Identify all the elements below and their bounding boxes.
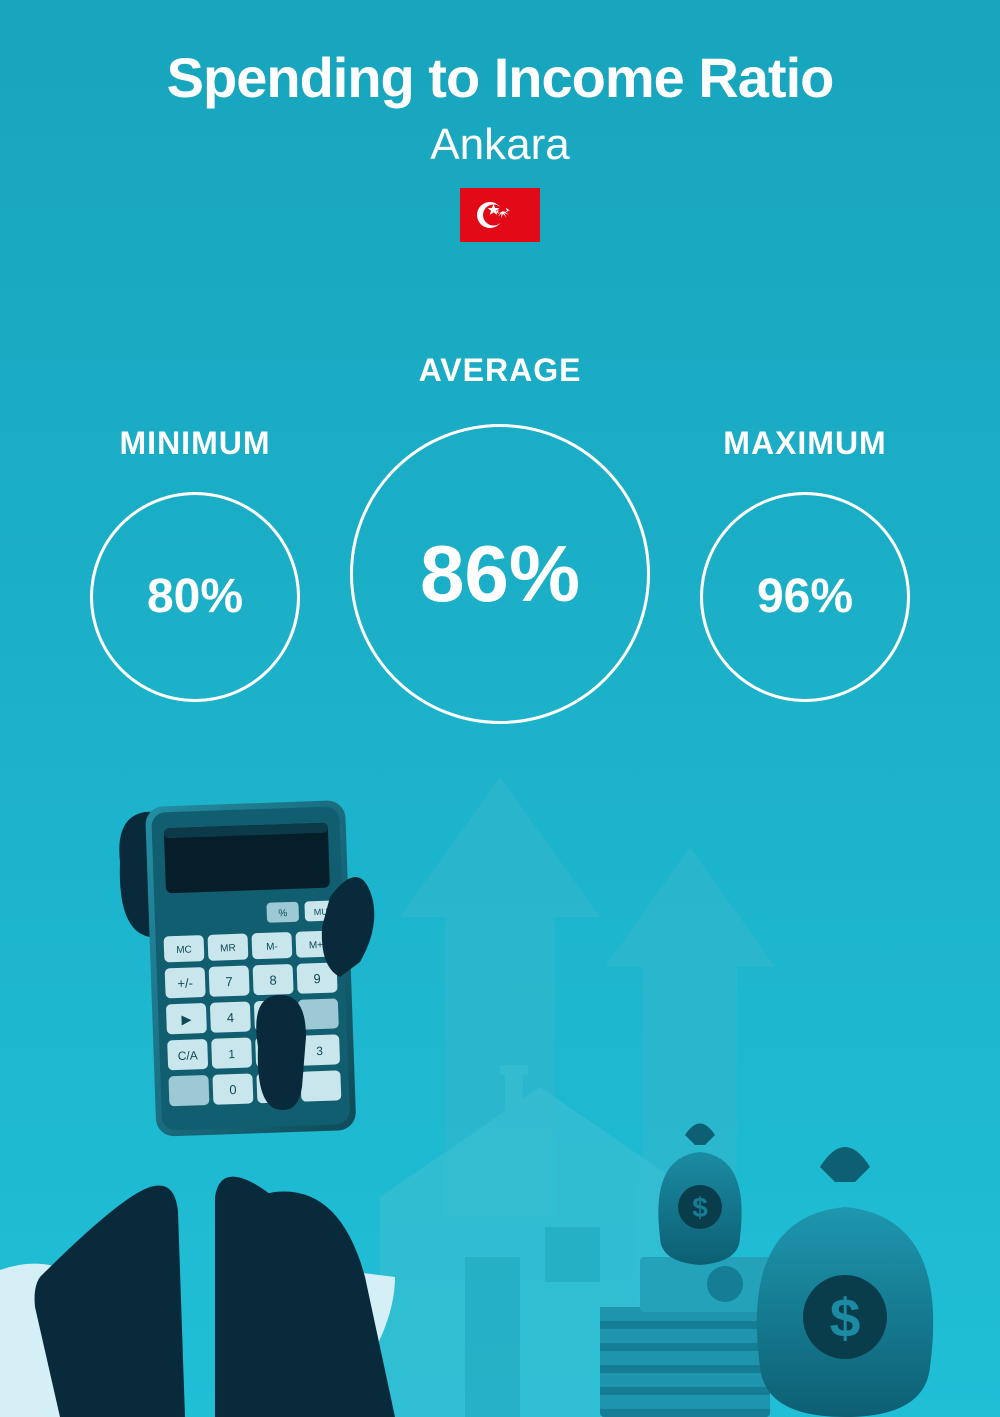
svg-text:M-: M- (266, 941, 278, 952)
stat-maximum-value: 96% (700, 492, 910, 702)
svg-text:▶: ▶ (181, 1012, 192, 1027)
svg-text:M+: M+ (309, 940, 324, 951)
stats-row: MINIMUM 80% AVERAGE 86% MAXIMUM 96% (0, 352, 1000, 724)
svg-text:9: 9 (313, 971, 321, 986)
page-subtitle: Ankara (0, 120, 1000, 170)
svg-text:7: 7 (225, 974, 233, 989)
svg-text:MC: MC (176, 944, 192, 956)
svg-text:%: % (278, 908, 287, 919)
stat-minimum: MINIMUM 80% (90, 425, 300, 702)
svg-text:$: $ (830, 1287, 861, 1349)
finance-illustration: $ $ % (0, 717, 1000, 1417)
stat-maximum-label: MAXIMUM (723, 425, 886, 462)
page-title: Spending to Income Ratio (0, 45, 1000, 110)
svg-text:8: 8 (269, 973, 277, 988)
stat-average-label: AVERAGE (419, 352, 582, 389)
stat-maximum: MAXIMUM 96% (700, 425, 910, 702)
svg-text:1: 1 (228, 1047, 235, 1061)
stat-average: AVERAGE 86% (350, 352, 650, 724)
svg-text:+/-: +/- (177, 975, 193, 991)
stat-minimum-value: 80% (90, 492, 300, 702)
svg-text:3: 3 (316, 1044, 323, 1058)
svg-text:MR: MR (220, 943, 236, 955)
flag-icon (460, 188, 540, 242)
stat-average-value: 86% (350, 424, 650, 724)
stat-minimum-label: MINIMUM (120, 425, 271, 462)
svg-text:C/A: C/A (177, 1048, 197, 1063)
svg-text:$: $ (692, 1192, 708, 1223)
svg-text:4: 4 (227, 1010, 235, 1025)
svg-text:0: 0 (229, 1082, 237, 1097)
